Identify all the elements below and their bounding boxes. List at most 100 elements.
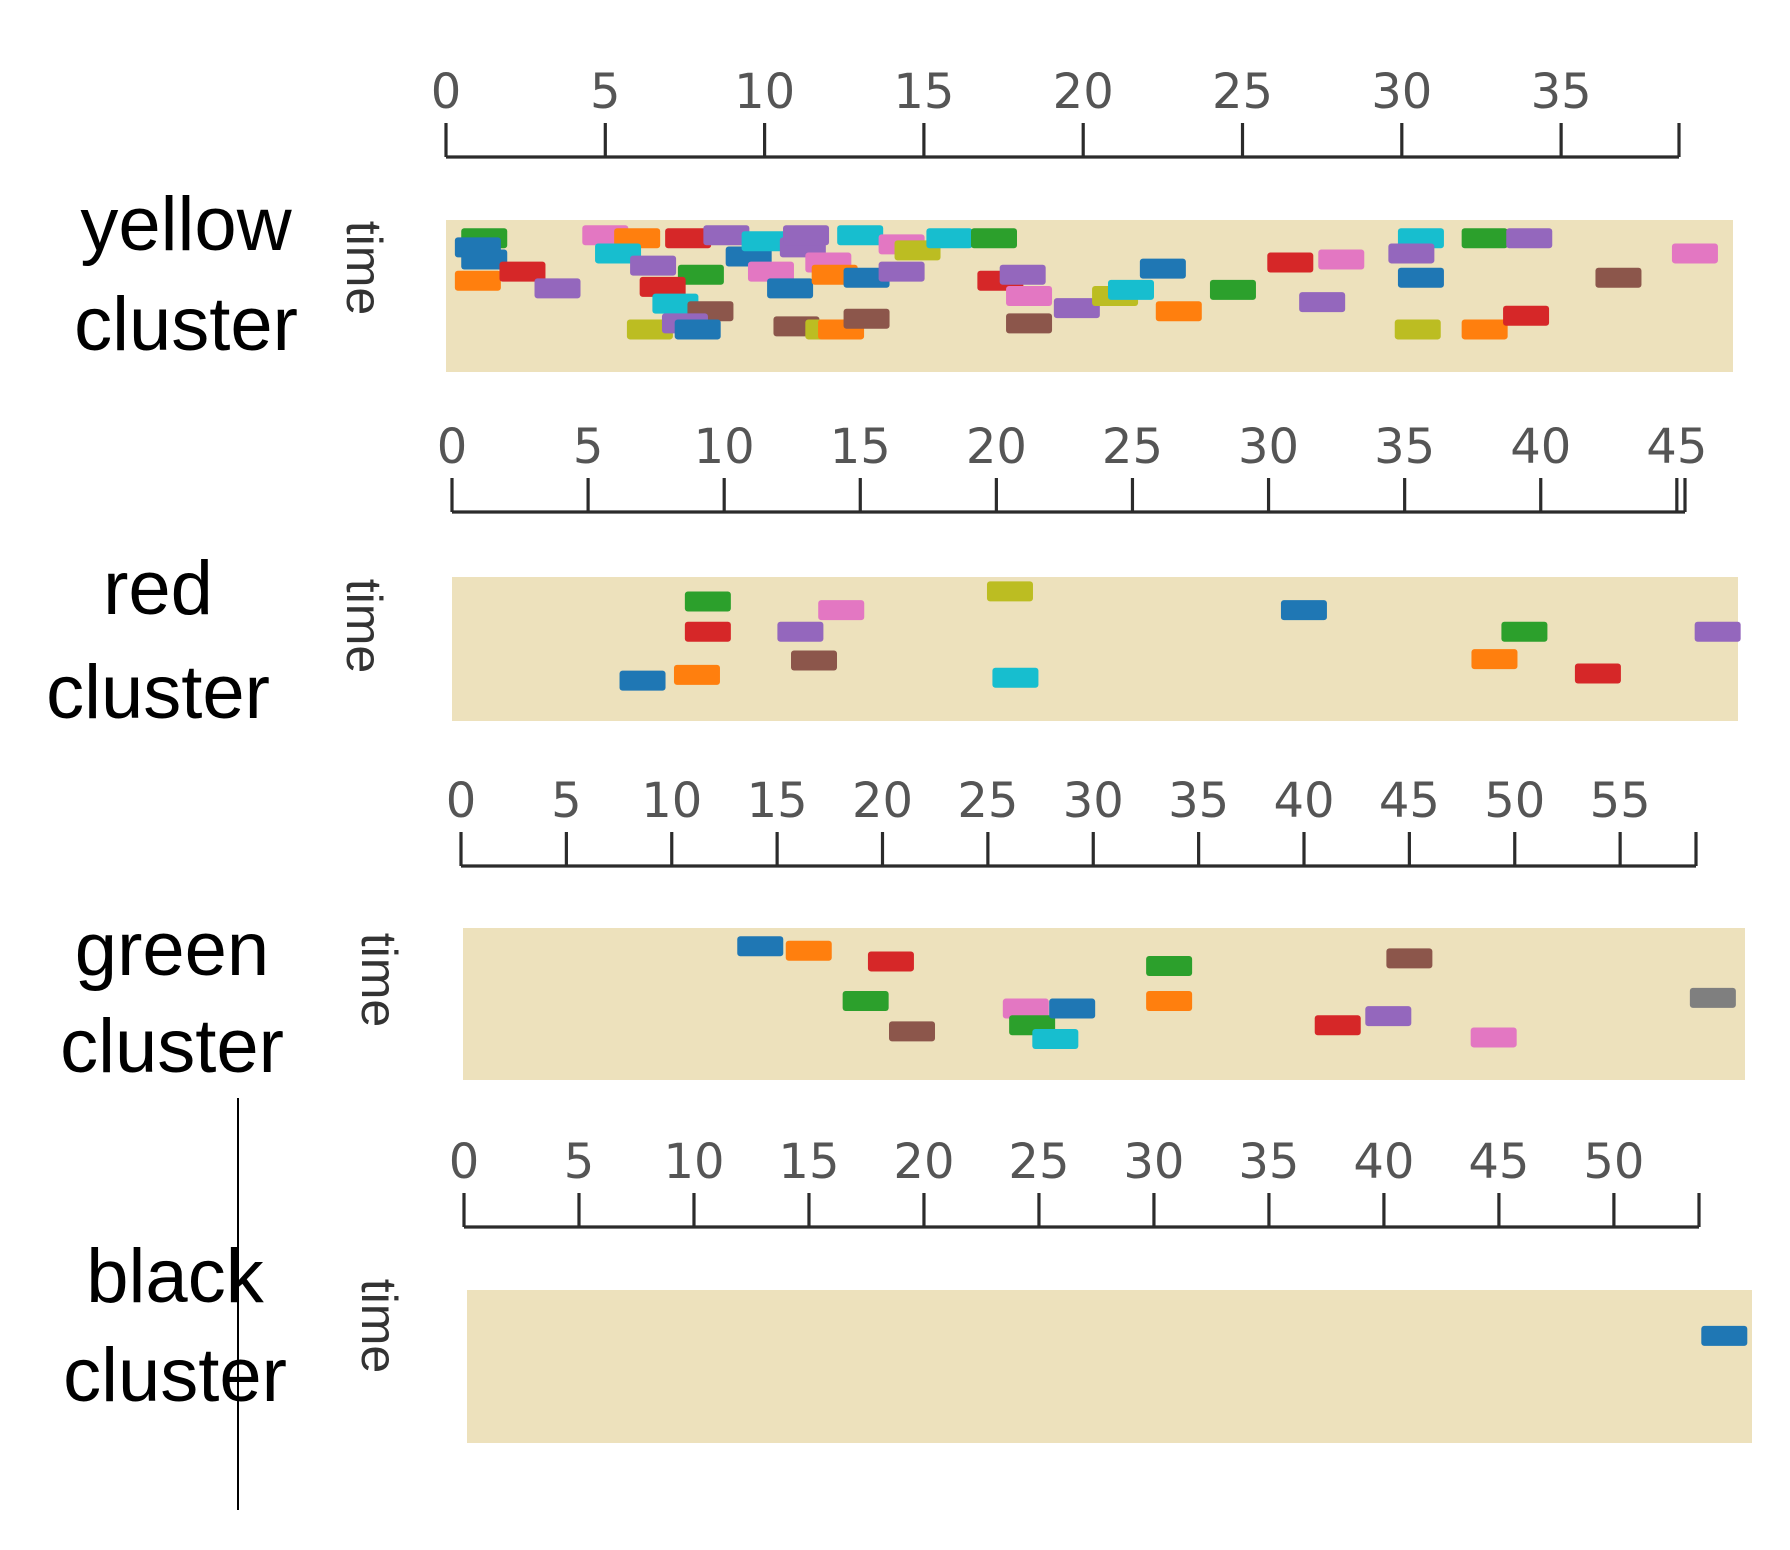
x-tick-label: 10 [734, 64, 795, 120]
event-mark [1139, 258, 1186, 279]
event-mark [747, 261, 794, 282]
event-mark [630, 255, 677, 276]
panel-red-cluster: red cluster time 0 5 10 15 20 25 30 35 40 45 [46, 419, 1741, 735]
event-mark [1386, 948, 1433, 969]
event-mark [652, 293, 699, 314]
event-mark [1280, 600, 1327, 621]
x-tick-label: 40 [1353, 1134, 1414, 1190]
x-tick-label: 0 [449, 1134, 480, 1190]
event-mark [454, 270, 501, 291]
x-tick-label: 35 [1238, 1134, 1299, 1190]
x-tick-label: 15 [778, 1134, 839, 1190]
event-mark [1595, 267, 1642, 288]
event-mark [1388, 243, 1435, 264]
event-mark [867, 951, 914, 972]
event-mark [595, 243, 642, 264]
event-mark [1209, 279, 1256, 300]
event-mark [783, 225, 830, 246]
event-mark [677, 264, 724, 285]
event-mark [1049, 998, 1096, 1019]
x-tick-label: 55 [1590, 773, 1651, 829]
event-mark [684, 621, 731, 642]
event-mark [1574, 663, 1621, 684]
time-axis-label: time [336, 579, 392, 673]
timeline-band [463, 928, 1745, 1080]
event-mark [992, 667, 1039, 688]
x-tick-label: 30 [1238, 419, 1299, 475]
event-mark [1006, 313, 1053, 334]
cluster-name-line-1: green [75, 907, 269, 992]
event-mark [1701, 1325, 1748, 1346]
x-tick-label: 45 [1646, 419, 1707, 475]
x-tick-label: 20 [966, 419, 1027, 475]
x-tick-label: 30 [1371, 64, 1432, 120]
event-mark [673, 664, 720, 685]
event-mark [619, 670, 666, 691]
cluster-name-line-2: cluster [46, 650, 270, 735]
event-mark [1461, 319, 1508, 340]
panel-green-cluster: green cluster time 0 5 10 15 20 25 30 35 40 45 50 55 [60, 773, 1745, 1089]
event-mark [878, 261, 925, 282]
event-mark [1671, 243, 1718, 264]
event-mark [1397, 228, 1444, 249]
x-tick-label: 30 [1123, 1134, 1184, 1190]
event-mark [725, 246, 772, 267]
event-mark [499, 261, 546, 282]
event-mark [1053, 298, 1100, 319]
x-tick-label: 5 [564, 1134, 595, 1190]
x-tick-label: 20 [893, 1134, 954, 1190]
x-tick-label: 40 [1510, 419, 1571, 475]
event-mark [1146, 956, 1193, 976]
event-mark [1503, 305, 1550, 326]
event-mark [684, 591, 731, 612]
x-tick-label: 50 [1484, 773, 1545, 829]
x-tick-label: 15 [830, 419, 891, 475]
time-axis-label: time [351, 933, 407, 1027]
event-mark [971, 228, 1017, 249]
event-mark [843, 267, 890, 288]
event-mark [703, 225, 750, 246]
x-tick-label: 0 [437, 419, 468, 475]
cluster-name-line-2: cluster [63, 1333, 287, 1418]
event-mark [837, 225, 884, 246]
event-mark [639, 276, 686, 297]
x-tick-label: 15 [893, 64, 954, 120]
x-tick-label: 35 [1168, 773, 1229, 829]
event-mark [785, 940, 832, 961]
event-mark [1394, 319, 1441, 340]
panel-yellow-cluster: yellow cluster time 0 5 10 15 20 25 30 35 [74, 64, 1733, 372]
event-mark [1006, 286, 1053, 306]
x-tick-label: 0 [431, 64, 462, 120]
event-mark [1397, 267, 1444, 288]
x-tick-label: 25 [1102, 419, 1163, 475]
x-tick-label: 45 [1379, 773, 1440, 829]
x-tick-label: 20 [1053, 64, 1114, 120]
x-tick-label: 50 [1583, 1134, 1644, 1190]
event-mark [1108, 279, 1154, 300]
time-axis-label: time [336, 221, 392, 315]
event-mark [741, 231, 788, 252]
event-mark [926, 228, 973, 249]
cluster-name-line-1: black [86, 1234, 264, 1319]
panel-black-cluster: black cluster time 0 5 10 15 20 25 30 35 40 45 50 [63, 1134, 1752, 1443]
event-mark [777, 621, 824, 642]
x-tick-label: 35 [1374, 419, 1435, 475]
event-mark [1501, 621, 1548, 642]
x-tick-label: 30 [1063, 773, 1124, 829]
x-tick-label: 0 [446, 773, 477, 829]
x-tick-label: 10 [694, 419, 755, 475]
event-mark [1470, 1027, 1517, 1048]
event-mark [737, 936, 784, 957]
x-tick-label: 40 [1273, 773, 1334, 829]
event-mark [665, 228, 712, 249]
event-mark [534, 278, 581, 299]
cluster-name-line-2: cluster [60, 1004, 284, 1089]
x-tick-label: 45 [1468, 1134, 1529, 1190]
cluster-name-line-1: red [103, 546, 213, 631]
x-tick-label: 15 [747, 773, 808, 829]
event-mark [1461, 228, 1508, 249]
time-axis-label: time [351, 1279, 407, 1373]
event-mark [1365, 1006, 1412, 1027]
x-tick-label: 25 [1008, 1134, 1069, 1190]
